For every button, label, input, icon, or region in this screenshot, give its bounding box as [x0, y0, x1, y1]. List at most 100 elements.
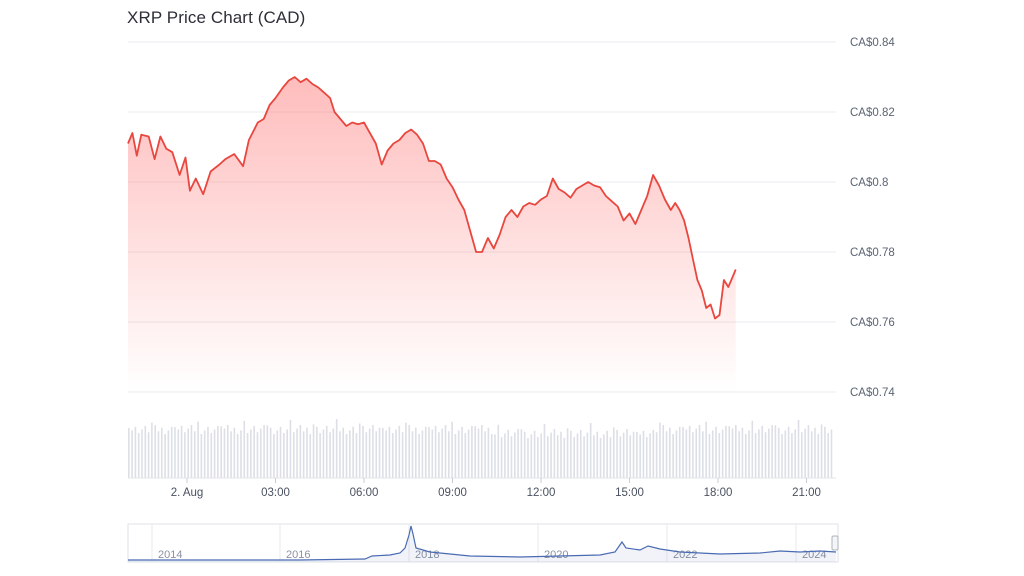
volume-bar [259, 428, 262, 478]
volume-bar [702, 431, 704, 478]
volume-bar [279, 426, 282, 478]
volume-bar [342, 427, 345, 478]
volume-bar [659, 422, 661, 478]
volume-bar [758, 429, 760, 478]
volume-bar [434, 425, 437, 478]
volume-bar [801, 432, 803, 478]
volume-bar [253, 425, 255, 478]
volume-bar [718, 433, 721, 478]
volume-bar [540, 433, 542, 478]
volume-bar [438, 432, 440, 478]
volume-bar [382, 428, 384, 478]
volume-bar [256, 432, 259, 478]
volume-bar [626, 429, 628, 478]
volume-bar [645, 437, 648, 478]
volume-bar [213, 429, 216, 478]
volume-bar [368, 428, 371, 478]
volume-bar [144, 425, 147, 478]
volume-bar [810, 431, 813, 478]
volume-bar [523, 431, 526, 478]
volume-bar [474, 426, 476, 478]
price-line[interactable] [127, 76, 737, 320]
volume-bar [276, 430, 279, 478]
volume-bar [325, 425, 328, 478]
volume-bar [784, 430, 787, 478]
volume-bar [494, 434, 496, 478]
volume-bar [193, 431, 196, 478]
volume-bar [190, 425, 193, 478]
volume-bar [520, 429, 523, 478]
volume-bar [471, 425, 473, 478]
volume-bar [612, 427, 615, 478]
volume-bar [692, 432, 694, 478]
volume-bar [622, 432, 625, 478]
volume-bar [388, 426, 391, 478]
y-tick-label: CA$0.84 [850, 37, 895, 49]
y-axis-ticks: CA$0.84 CA$0.82 CA$0.8 CA$0.78 CA$0.76 CA$0.7… [850, 37, 895, 399]
volume-bar [428, 427, 430, 478]
y-tick-label: CA$0.74 [850, 387, 895, 399]
volume-bar [362, 425, 364, 478]
volume-bar [619, 436, 622, 478]
volume-bar [220, 426, 222, 478]
volume-bar [517, 429, 519, 478]
volume-bar [233, 427, 236, 478]
volume-bar [226, 425, 229, 478]
volume-bar [302, 431, 305, 478]
volume-bar [467, 429, 470, 478]
volume-bar [682, 427, 684, 478]
volume-bar [589, 423, 592, 478]
volume-bar [573, 437, 575, 478]
volume-bar [563, 438, 566, 478]
x-tick-label: 06:00 [350, 487, 379, 499]
volume-bar [748, 430, 750, 478]
volume-bar [632, 431, 635, 478]
volume-bar [642, 430, 645, 478]
volume-bar [754, 433, 757, 478]
volume-bar [339, 431, 341, 478]
volume-bar [599, 438, 602, 478]
volume-bar [711, 430, 714, 478]
navigator-year-label: 2020 [544, 549, 568, 561]
volume-bar [527, 438, 529, 478]
volume-bar [345, 434, 348, 478]
volume-bar [513, 432, 516, 478]
volume-bar [236, 434, 239, 478]
volume-bar [289, 419, 292, 478]
volume-bar [655, 432, 658, 478]
volume-bar [141, 429, 143, 478]
navigator-area [128, 526, 836, 562]
volume-bar [665, 431, 668, 478]
volume-bar [329, 432, 331, 478]
volume-bar [774, 425, 777, 478]
volume-bar [283, 433, 285, 478]
volume-bar [507, 429, 509, 478]
navigator-handle[interactable] [831, 535, 839, 551]
volume-bar [355, 433, 358, 478]
range-navigator[interactable]: 2014 2016 2018 2020 2022 2024 [127, 523, 839, 563]
volume-bar [500, 437, 503, 478]
volume-bar [197, 421, 199, 478]
volume-bar [286, 429, 288, 478]
volume-bar [358, 423, 361, 478]
volume-bar [708, 434, 711, 478]
volume-bar [243, 420, 246, 478]
volume-bar [586, 432, 589, 478]
volume-bar [160, 427, 163, 478]
volume-bar [721, 429, 724, 478]
volume-bar [583, 436, 585, 478]
volume-bar [240, 430, 242, 478]
volume-bar [616, 429, 618, 478]
volume-bar [164, 434, 166, 478]
volume-bar [217, 425, 219, 478]
volume-bar [448, 431, 450, 478]
volume-bar [352, 426, 354, 478]
navigator-line [128, 525, 837, 561]
volume-bar [365, 432, 368, 478]
volume-bar [309, 434, 312, 478]
volume-bar [418, 434, 420, 478]
volume-bar [187, 428, 189, 478]
volume-bar [533, 430, 536, 478]
volume-bar [292, 432, 295, 478]
